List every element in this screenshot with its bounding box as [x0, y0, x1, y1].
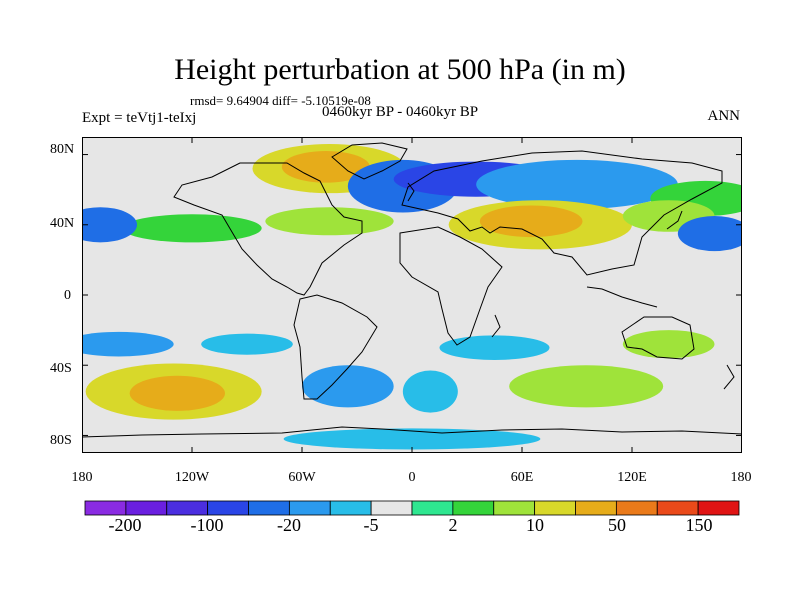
coastline-africa: [399, 226, 503, 346]
anomaly-region-southern-ocean-low: [402, 370, 458, 413]
anomaly-region-central-asia-high-core: [479, 205, 583, 238]
anomaly-region-south-pacific-low: [82, 331, 174, 357]
colorbar-swatch-4: [248, 500, 290, 516]
coastline-indonesia: [586, 286, 658, 308]
colorbar-label-minus-100: -100: [190, 515, 224, 535]
colorbar-swatch-6: [329, 500, 372, 516]
colorbar-label-150: 150: [685, 515, 713, 535]
coastline-japan: [666, 210, 683, 230]
x-tick-label-180e: 180: [730, 470, 752, 485]
anomaly-region-northeast-pacific-low: [82, 207, 137, 243]
y-tick-label-40n: 40N: [50, 216, 75, 231]
anomaly-region-antarctic-low: [283, 428, 541, 450]
x-tick-label-120e: 120E: [617, 470, 647, 485]
colorbar-swatch-0: [84, 500, 127, 516]
coastlines: [82, 142, 742, 438]
colorbar-swatch-7: [370, 500, 413, 516]
y-tick-label-80s: 80S: [50, 433, 72, 448]
anomaly-region-north-asia-low: [476, 159, 678, 209]
x-tick-label-60w: 60W: [288, 470, 316, 485]
coastline-madagascar: [491, 314, 501, 338]
statistics-text: rmsd= 9.64904 diff= -5.10519e-08: [190, 93, 371, 108]
coastline-australia: [621, 316, 695, 360]
anomaly-region-indian-ocean-low: [439, 335, 550, 360]
colorbar-label-10: 10: [526, 515, 544, 535]
coastline-eurasia: [401, 150, 723, 276]
season-label: ANN: [707, 108, 741, 124]
y-tick-label-0: 0: [64, 288, 71, 303]
coastline-greenland: [331, 142, 408, 180]
anomaly-region-south-pacific-band: [201, 333, 293, 355]
colorbar-swatch-10: [493, 500, 536, 516]
experiment-label: Expt = teVtj1-teIxj: [82, 110, 197, 126]
colorbar: [84, 500, 740, 516]
anomaly-region-south-atlantic-low: [302, 365, 394, 408]
colorbar-label-50: 50: [608, 515, 626, 535]
colorbar-swatch-13: [615, 500, 658, 516]
colorbar-swatch-2: [166, 500, 209, 516]
colorbar-swatch-11: [534, 500, 576, 516]
colorbar-swatch-14: [656, 500, 699, 516]
colorbar-swatch-5: [288, 500, 331, 516]
colorbar-label-2: 2: [448, 515, 458, 535]
colorbar-label-minus-20: -20: [277, 515, 301, 535]
anomaly-region-greenland-high-core: [281, 151, 370, 183]
coastline-south-america: [293, 294, 378, 400]
x-tick-label-0: 0: [408, 470, 416, 485]
map-plot: [82, 137, 742, 453]
y-tick-label-80n: 80N: [50, 142, 75, 157]
map-frame: [82, 137, 742, 453]
x-tick-label-60e: 60E: [510, 470, 534, 485]
colorbar-swatch-9: [452, 500, 495, 516]
colorbar-label-minus-200: -200: [108, 515, 142, 535]
page-title: Height perturbation at 500 hPa (in m): [174, 53, 626, 86]
anomaly-region-north-atlantic-high: [265, 207, 394, 236]
anomaly-region-south-pacific-high-core: [129, 375, 225, 411]
anomaly-region-south-indian-high: [509, 365, 664, 408]
colorbar-swatch-15: [697, 500, 740, 516]
colorbar-label-minus-5: -5: [363, 515, 379, 535]
coastline-north-america: [173, 162, 363, 296]
anomaly-region-north-america-band: [122, 214, 262, 243]
coastline-antarctica: [82, 426, 742, 438]
colorbar-swatch-3: [207, 500, 249, 516]
anomaly-region-australia-high: [622, 330, 715, 359]
period-label: 0460kyr BP - 0460kyr BP: [322, 104, 479, 120]
anomaly-region-east-pacific-low: [677, 216, 742, 252]
coastline-new-zealand: [723, 364, 735, 390]
x-tick-label-180w: 180: [71, 470, 93, 485]
colorbar-swatch-8: [411, 500, 454, 516]
colorbar-swatch-12: [575, 500, 617, 516]
coastline-uk: [407, 182, 415, 202]
x-tick-label-120w: 120W: [174, 470, 210, 485]
colorbar-swatch-1: [125, 500, 168, 516]
y-tick-label-40s: 40S: [50, 361, 72, 376]
